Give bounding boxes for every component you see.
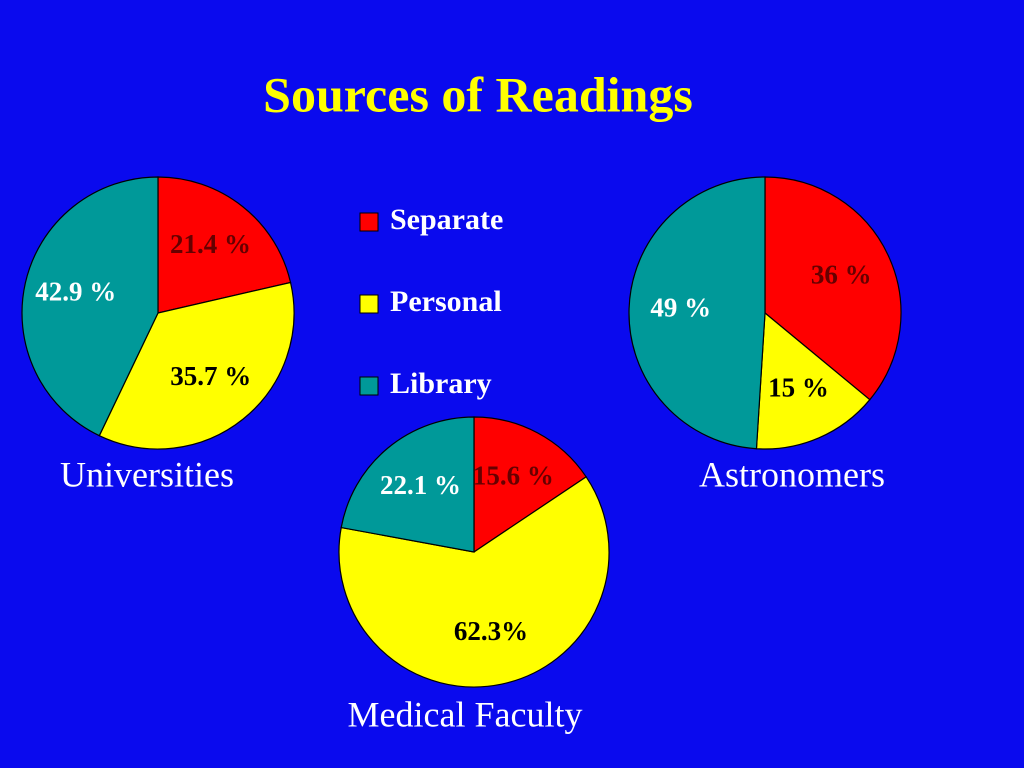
legend-label: Library (390, 367, 492, 400)
value-label: 15 % (768, 373, 829, 403)
pie-slice (473, 416, 587, 554)
pie-caption: Astronomers (699, 454, 885, 494)
pie-slice (338, 475, 610, 688)
pie-caption: Medical Faculty (348, 694, 583, 734)
legend-swatch (359, 212, 379, 232)
legend-label: Separate (390, 203, 503, 236)
pie-slice (157, 176, 292, 314)
value-label: 21.4 % (170, 229, 251, 259)
legend-swatch (359, 376, 379, 396)
value-label: 49 % (650, 293, 711, 323)
pie-caption: Universities (60, 454, 234, 494)
legend-label: Personal (390, 285, 502, 318)
pie-slice (628, 176, 766, 450)
pie-slice (21, 176, 159, 437)
pie-slice (764, 176, 902, 401)
value-label: 42.9 % (35, 277, 116, 307)
value-label: 35.7 % (170, 361, 251, 391)
value-label: 15.6 % (473, 460, 554, 490)
legend-swatch (359, 294, 379, 314)
value-label: 36 % (811, 259, 872, 289)
pie-slice (98, 281, 295, 450)
value-label: 62.3% (454, 616, 528, 646)
value-label: 22.1 % (380, 470, 461, 500)
pie-slice (755, 311, 871, 450)
page-title: Sources of Readings (263, 66, 693, 122)
pie-slice (340, 416, 475, 553)
